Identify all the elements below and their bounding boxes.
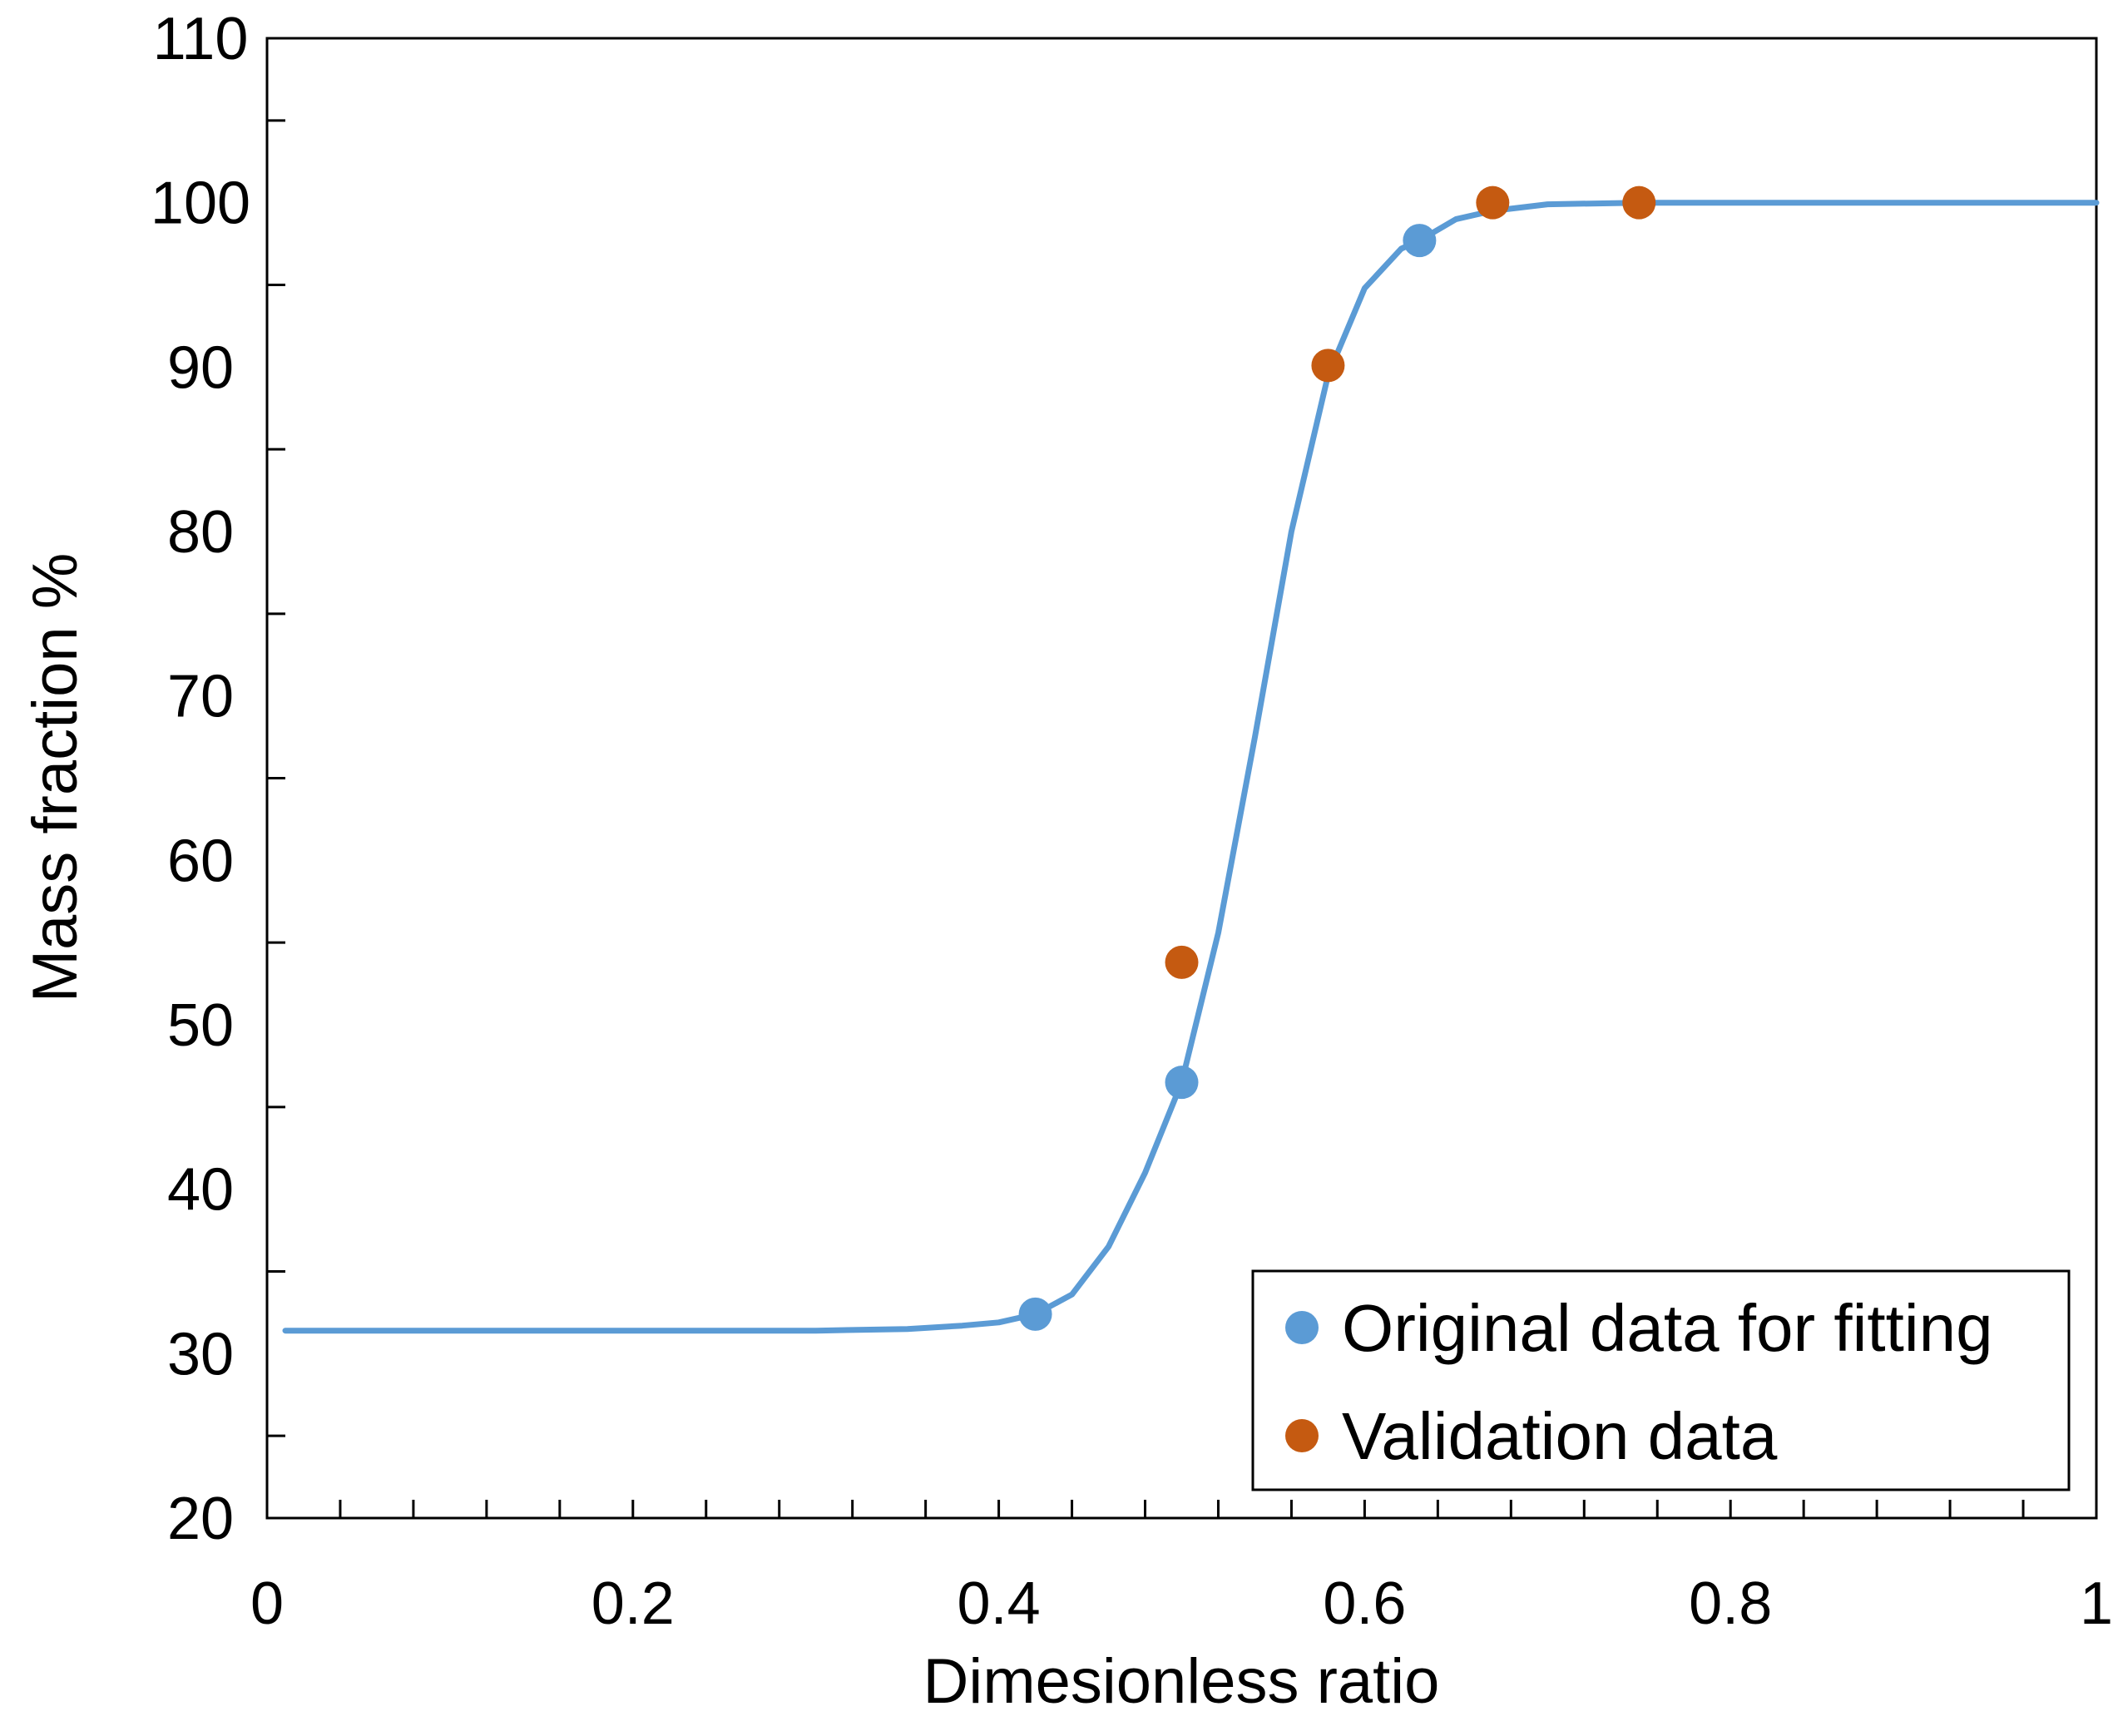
y-tick-label: 110 [153, 6, 249, 72]
y-tick-label: 90 [167, 334, 234, 401]
x-axis-tick-labels: 0 0.2 0.4 0.6 0.8 1 [250, 1570, 2113, 1637]
y-tick-label: 60 [167, 828, 234, 894]
data-points [1018, 185, 1656, 1331]
validation-data-point [1311, 349, 1345, 383]
y-axis-minor-ticks [267, 119, 285, 1437]
original-data-point [1403, 224, 1437, 258]
legend-label-validation: Validation data [1342, 1399, 1778, 1473]
validation-data-point [1165, 945, 1199, 979]
legend-marker-original [1285, 1311, 1319, 1344]
x-axis-title: Dimesionless ratio [923, 1646, 1440, 1717]
y-tick-label: 50 [167, 992, 234, 1059]
x-axis-minor-ticks [339, 1500, 2025, 1518]
y-tick-label: 70 [167, 664, 234, 730]
validation-data-point [1476, 185, 1510, 220]
x-tick-label: 0.6 [1323, 1570, 1406, 1637]
validation-data-point [1622, 185, 1656, 220]
x-tick-label: 0.4 [958, 1570, 1041, 1637]
legend: Original data for fitting Validation dat… [1251, 1269, 2071, 1491]
legend-box [1251, 1269, 2071, 1491]
fit-curve-line [282, 200, 2100, 1334]
y-tick-label: 100 [151, 171, 250, 237]
x-tick-label: 0 [250, 1570, 284, 1637]
y-tick-label: 30 [167, 1321, 234, 1387]
y-tick-label: 40 [167, 1157, 234, 1224]
y-axis-tick-labels: 20 30 40 50 60 70 80 90 100 110 [151, 6, 250, 1552]
y-tick-label: 20 [167, 1486, 234, 1552]
legend-marker-validation [1285, 1419, 1319, 1452]
x-tick-label: 0.8 [1689, 1570, 1772, 1637]
original-data-point [1165, 1066, 1199, 1100]
x-tick-label: 0.2 [591, 1570, 675, 1637]
x-tick-label: 1 [2080, 1570, 2113, 1637]
y-axis-title: Mass fraction % [20, 553, 91, 1003]
y-tick-label: 80 [167, 499, 234, 566]
original-data-point [1018, 1297, 1052, 1331]
legend-label-original: Original data for fitting [1342, 1291, 1993, 1365]
